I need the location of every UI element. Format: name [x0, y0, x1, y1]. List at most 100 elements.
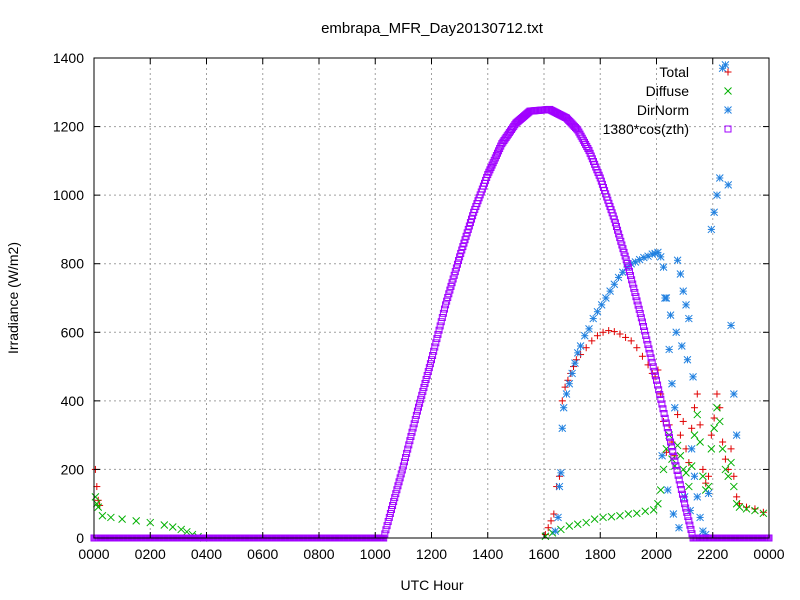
data-point: [633, 297, 641, 305]
data-point: [667, 438, 675, 446]
data-point: [416, 399, 424, 407]
data-point: [653, 376, 660, 384]
data-point: [490, 156, 498, 164]
data-point: [629, 280, 637, 288]
data-point: [610, 215, 618, 223]
data-point: [663, 424, 671, 432]
data-point: [489, 159, 497, 167]
data-point: [710, 208, 719, 217]
y-tick-label: 1400: [53, 50, 84, 66]
data-point: [561, 383, 569, 391]
data-point: [644, 340, 652, 348]
data-point: [146, 518, 155, 527]
data-point: [452, 264, 460, 272]
data-point: [693, 493, 702, 501]
x-tick-label: 0200: [135, 546, 166, 562]
data-point: [632, 509, 641, 518]
data-point: [409, 424, 417, 432]
data-point: [557, 525, 565, 534]
data-point: [386, 509, 394, 517]
data-point: [696, 513, 704, 522]
data-point: [403, 449, 411, 457]
data-point: [417, 395, 425, 403]
data-point: [615, 230, 623, 238]
data-point: [610, 280, 619, 289]
data-point: [425, 364, 433, 372]
data-point: [661, 294, 669, 302]
data-point: [439, 309, 447, 317]
data-point: [433, 335, 441, 343]
data-point: [705, 472, 713, 480]
data-point: [690, 431, 699, 439]
data-point: [397, 470, 405, 478]
data-point: [485, 168, 493, 176]
data-point: [654, 499, 662, 508]
data-point: [618, 241, 626, 249]
legend-label: Diffuse: [646, 83, 690, 99]
data-point: [721, 61, 730, 69]
data-point: [690, 404, 698, 412]
data-point: [413, 407, 421, 415]
data-point: [713, 191, 721, 199]
legend-marker: [724, 68, 732, 76]
data-point: [668, 379, 676, 388]
data-point: [398, 466, 406, 474]
data-point: [571, 359, 579, 367]
data-point: [582, 518, 591, 527]
data-point: [382, 526, 390, 534]
data-point: [588, 337, 596, 345]
data-point: [395, 478, 403, 486]
data-point: [665, 433, 673, 441]
data-point: [647, 354, 655, 362]
data-point: [555, 482, 564, 491]
data-point: [682, 504, 690, 512]
data-point: [616, 511, 624, 520]
data-point: [715, 417, 724, 426]
data-point: [680, 495, 688, 503]
data-point: [381, 530, 389, 538]
data-point: [576, 342, 585, 350]
data-point: [671, 457, 679, 465]
y-tick-label: 1200: [53, 119, 84, 135]
data-point: [713, 390, 721, 398]
data-point: [429, 351, 437, 359]
data-point: [438, 314, 446, 322]
data-point: [432, 339, 440, 347]
data-point: [724, 181, 733, 189]
data-point: [453, 260, 461, 268]
data-point: [593, 332, 601, 340]
data-point: [624, 263, 632, 271]
data-point: [558, 424, 567, 433]
data-point: [610, 328, 618, 336]
data-point: [557, 469, 565, 477]
data-point: [436, 322, 444, 330]
data-point: [589, 314, 598, 323]
data-point: [637, 314, 645, 322]
data-point: [406, 437, 414, 445]
legend-marker: [724, 87, 732, 95]
data-point: [724, 472, 733, 481]
data-point: [651, 372, 659, 380]
data-point: [733, 493, 741, 501]
data-point: [410, 420, 418, 428]
y-tick-label: 600: [61, 324, 85, 340]
data-point: [670, 452, 678, 460]
data-point: [632, 293, 640, 301]
data-point: [656, 253, 665, 261]
data-point: [674, 411, 682, 419]
data-point: [660, 410, 668, 418]
data-point: [392, 490, 400, 498]
y-tick-label: 200: [61, 461, 85, 477]
data-point: [565, 379, 574, 388]
data-point: [696, 421, 704, 429]
data-point: [684, 513, 692, 521]
data-point: [639, 253, 648, 262]
x-tick-label: 0400: [191, 546, 222, 562]
data-point: [118, 515, 126, 523]
data-point: [727, 321, 735, 330]
data-point: [687, 462, 696, 470]
data-point: [643, 336, 651, 344]
data-point: [418, 391, 426, 399]
data-point: [620, 248, 628, 256]
